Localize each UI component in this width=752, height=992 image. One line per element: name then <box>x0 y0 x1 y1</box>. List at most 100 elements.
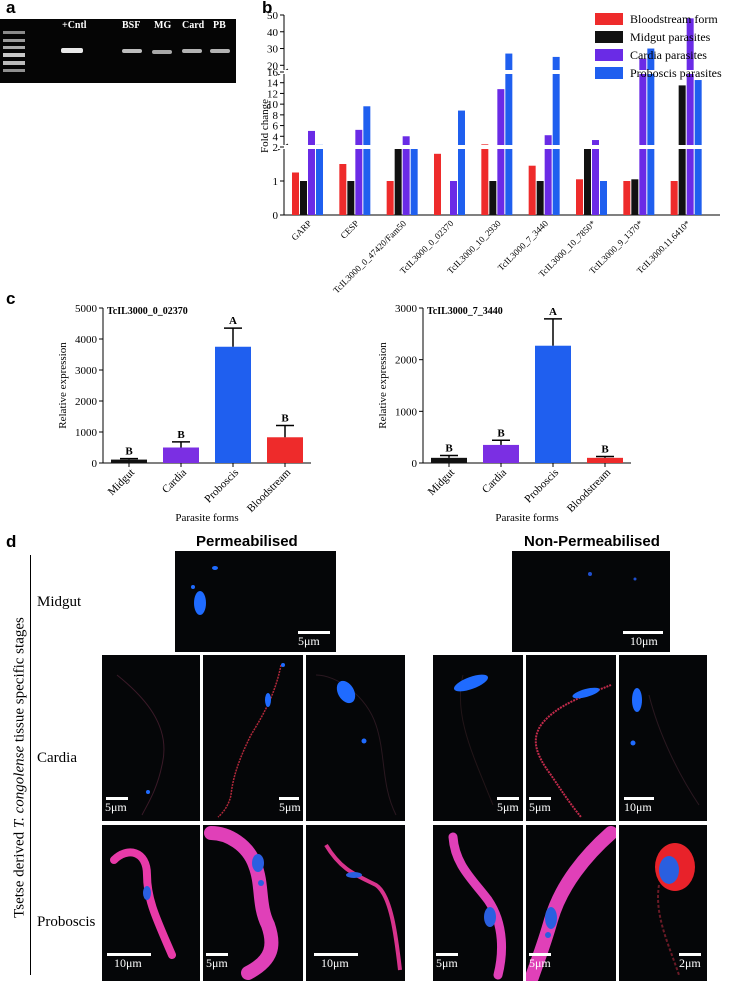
y-tick-label: 1000 <box>75 427 98 439</box>
parasite-forms-xlabel: Parasite forms <box>495 512 558 524</box>
bar-midgut-parasites <box>394 147 402 215</box>
gel-band-mg <box>152 50 172 54</box>
bar-proboscis-parasites <box>647 48 655 215</box>
bar-bloodstream-form <box>670 181 678 215</box>
micrograph-proboscis-perm-2: 5μm <box>203 825 303 981</box>
micrograph-cardia-perm-1: 5μm <box>102 655 200 821</box>
parasite-forms-xlabel: Parasite forms <box>175 512 238 524</box>
y-tick-label: 10 <box>267 99 279 111</box>
bar-proboscis-parasites <box>552 56 560 215</box>
scale-label: 2μm <box>679 956 701 970</box>
significance-letter: B <box>497 427 505 439</box>
scale-label: 5μm <box>105 800 127 814</box>
significance-letter: B <box>281 412 289 424</box>
bar-proboscis-parasites <box>458 110 465 215</box>
bar-cardia-parasites <box>639 58 647 216</box>
bar-cardia-parasites <box>686 18 694 216</box>
col-header-permeabilised: Permeabilised <box>196 533 298 550</box>
bar-bloodstream-form <box>434 153 441 215</box>
gel-band-cntl <box>61 48 83 53</box>
ladder-band <box>3 46 25 49</box>
scale-bar <box>436 953 458 956</box>
significance-letter: A <box>549 306 557 318</box>
bar-cardia-parasites <box>544 135 552 215</box>
panel-c-label: c <box>6 289 16 308</box>
y-tick-label: 50 <box>267 10 279 22</box>
category-label: Cardia <box>480 467 509 496</box>
legend-swatch <box>595 31 623 43</box>
micrograph-midgut-perm: 5μm <box>175 551 336 652</box>
scale-bar <box>529 797 551 800</box>
y-tick-label: 5000 <box>75 303 98 315</box>
significance-letter: B <box>445 443 453 455</box>
micrograph-proboscis-nonperm-3: 2μm <box>619 825 707 981</box>
legend-label: Bloodstream form <box>630 12 718 26</box>
category-label: Proboscis <box>522 467 561 506</box>
lane-label-card: Card <box>182 20 205 31</box>
bar-midgut-parasites <box>678 85 686 216</box>
micrograph-cardia-perm-3 <box>306 655 405 821</box>
scale-label: 5μm <box>529 800 551 814</box>
scale-label: 5μm <box>298 634 320 648</box>
expression-chart-3440: B B A B 0 1000 2000 3000 Midgut Cardia Proboscis Bl… <box>377 303 631 524</box>
ladder-band <box>3 69 25 72</box>
gel-band-bsf <box>122 49 142 53</box>
legend-swatch <box>595 49 623 61</box>
scale-label: 10μm <box>321 956 349 970</box>
bar-bloodstream-form <box>623 181 631 215</box>
tissue-stages-label: Tsetse derived T. congolense tissue spec… <box>11 617 28 918</box>
significance-letter: A <box>229 315 237 327</box>
legend-label: Proboscis parasites <box>630 66 722 80</box>
bar-cardia <box>483 444 519 463</box>
micrograph-midgut-nonperm: 10μm <box>512 551 670 652</box>
fold-change-ylabel: Fold change <box>259 99 271 153</box>
significance-letter: B <box>125 446 133 458</box>
scale-label: 5μm <box>206 956 228 970</box>
y-tick-label: 2000 <box>75 396 98 408</box>
bar-bloodstream-form <box>292 172 299 215</box>
scale-label: 10μm <box>630 634 658 648</box>
scale-bar <box>279 797 299 800</box>
row-label-midgut: Midgut <box>37 594 82 610</box>
bar-cardia-parasites <box>308 130 315 215</box>
ladder-band <box>3 31 25 34</box>
scale-bar <box>107 953 151 956</box>
chart-title-02370: TcIL3000_0_02370 <box>107 306 188 317</box>
category-label: GARP <box>289 218 313 242</box>
legend-swatch <box>595 13 623 25</box>
bar-midgut-parasites <box>536 181 544 215</box>
side-bracket-line <box>30 555 31 975</box>
lane-label-mg: MG <box>154 20 172 31</box>
axis-break <box>278 145 720 149</box>
y-tick-label: 12 <box>267 88 278 100</box>
scale-label: 5μm <box>279 800 301 814</box>
micrograph-proboscis-nonperm-1: 5μm <box>433 825 523 981</box>
scale-label: 5μm <box>497 800 519 814</box>
bar-proboscis-parasites <box>505 53 513 215</box>
category-label: Cardia <box>160 467 189 496</box>
bar-midgut <box>111 459 147 463</box>
bar-midgut-parasites <box>300 181 307 215</box>
category-label: Bloodstream <box>565 466 614 515</box>
scale-label: 5μm <box>529 956 551 970</box>
scale-label: 5μm <box>436 956 458 970</box>
gel-band-pb <box>210 49 230 53</box>
bar-bloodstream-form <box>386 181 394 215</box>
expression-chart-02370: B B A B 0 1000 2000 3000 4000 5000 Midgut Cardia Pro… <box>57 303 311 524</box>
bar-bloodstream-form <box>481 144 489 215</box>
bar-cardia-parasites <box>355 129 363 215</box>
y-tick-label: 20 <box>267 60 279 72</box>
bar-bloodstream-form <box>576 179 583 215</box>
bar-midgut-parasites <box>347 181 355 215</box>
y-tick-label: 0 <box>92 458 98 470</box>
bar-cardia-parasites <box>450 181 457 215</box>
category-label: CESP <box>338 218 360 240</box>
y-tick-label: 30 <box>267 44 279 56</box>
y-tick-label: 16 <box>267 67 279 79</box>
y-tick-label: 4 <box>273 131 279 143</box>
category-label: Proboscis <box>202 467 241 506</box>
scale-label: 10μm <box>624 800 652 814</box>
legend-label: Midgut parasites <box>630 30 711 44</box>
bar-proboscis <box>535 345 571 463</box>
